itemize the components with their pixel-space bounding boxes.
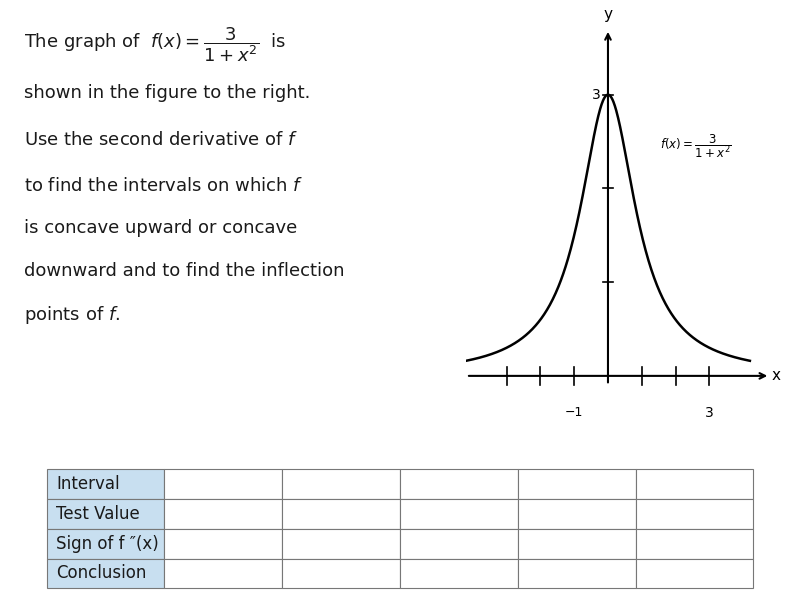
Bar bbox=[46, 529, 165, 558]
Bar bbox=[282, 558, 400, 588]
Text: to find the intervals on which $f$: to find the intervals on which $f$ bbox=[25, 177, 304, 195]
Bar bbox=[282, 469, 400, 499]
Bar bbox=[165, 469, 282, 499]
Text: Sign of f ″(x): Sign of f ″(x) bbox=[56, 535, 158, 552]
Bar bbox=[518, 499, 635, 529]
Text: is concave upward or concave: is concave upward or concave bbox=[25, 219, 298, 237]
Text: points of $f$.: points of $f$. bbox=[25, 304, 121, 326]
Bar bbox=[46, 558, 165, 588]
Text: shown in the figure to the right.: shown in the figure to the right. bbox=[25, 84, 311, 102]
Bar bbox=[400, 469, 518, 499]
Bar bbox=[635, 529, 754, 558]
Text: downward and to find the inflection: downward and to find the inflection bbox=[25, 262, 345, 280]
Bar bbox=[635, 499, 754, 529]
Text: Test Value: Test Value bbox=[56, 505, 140, 523]
Bar bbox=[635, 469, 754, 499]
Bar bbox=[518, 469, 635, 499]
Bar bbox=[165, 558, 282, 588]
Bar bbox=[635, 558, 754, 588]
Text: The graph of  $f(x)=\dfrac{3}{1+x^2}$  is: The graph of $f(x)=\dfrac{3}{1+x^2}$ is bbox=[25, 25, 286, 64]
Bar bbox=[165, 529, 282, 558]
Bar bbox=[518, 529, 635, 558]
Bar bbox=[46, 469, 165, 499]
Bar bbox=[400, 499, 518, 529]
Text: Use the second derivative of $f$: Use the second derivative of $f$ bbox=[25, 131, 298, 149]
Text: Interval: Interval bbox=[56, 475, 119, 493]
Bar bbox=[400, 529, 518, 558]
Bar bbox=[518, 558, 635, 588]
Bar bbox=[282, 529, 400, 558]
Bar bbox=[46, 499, 165, 529]
Bar bbox=[282, 499, 400, 529]
Text: Conclusion: Conclusion bbox=[56, 565, 146, 582]
Bar bbox=[165, 499, 282, 529]
Bar bbox=[400, 558, 518, 588]
